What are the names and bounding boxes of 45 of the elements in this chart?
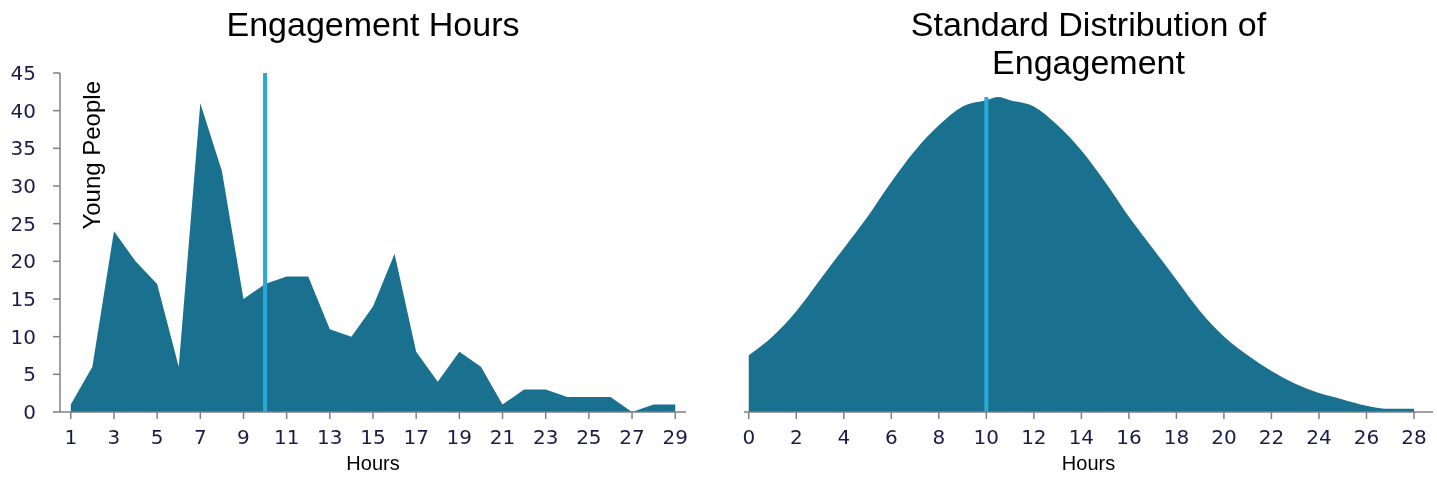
y-tick-label: 5 <box>23 362 36 387</box>
y-tick-label: 45 <box>10 61 36 85</box>
x-axis-title: Hours <box>346 452 400 474</box>
y-tick-label: 10 <box>10 324 36 349</box>
y-tick-label: 40 <box>10 98 36 123</box>
x-tick-label: 13 <box>317 425 343 449</box>
x-tick-label: 9 <box>237 425 250 449</box>
chart-title: Engagement Hours <box>226 5 520 43</box>
x-tick-label: 22 <box>1258 425 1285 449</box>
y-tick-label: 25 <box>10 211 36 236</box>
x-tick-label: 18 <box>1163 425 1190 449</box>
x-tick-label: 21 <box>489 425 516 449</box>
x-tick-label: 12 <box>1021 425 1047 449</box>
x-tick-label: 16 <box>1116 425 1142 449</box>
y-tick-label: 0 <box>23 400 36 424</box>
x-tick-label: 19 <box>446 425 473 449</box>
y-tick-label: 30 <box>10 174 36 198</box>
chart-title: Standard Distribution of Engagement <box>910 5 1267 81</box>
x-axis-title: Hours <box>1061 452 1116 474</box>
x-tick-label: 8 <box>932 425 946 449</box>
x-tick-label: 3 <box>107 425 121 449</box>
x-tick-label: 7 <box>193 425 207 449</box>
x-tick-label: 1 <box>64 425 78 449</box>
y-tick-label: 35 <box>10 136 36 161</box>
x-tick-label: 4 <box>837 425 851 449</box>
x-tick-label: 27 <box>619 425 645 449</box>
x-tick-label: 24 <box>1306 425 1332 449</box>
x-tick-label: 5 <box>150 425 164 449</box>
x-tick-label: 2 <box>789 425 803 449</box>
x-tick-label: 10 <box>973 425 1000 449</box>
x-tick-label: 15 <box>360 425 386 449</box>
y-tick-label: 20 <box>10 249 36 274</box>
y-tick-label: 15 <box>10 287 36 311</box>
x-tick-label: 17 <box>403 425 429 449</box>
x-tick-label: 26 <box>1353 425 1380 449</box>
x-tick-label: 0 <box>742 425 756 449</box>
x-tick-label: 29 <box>662 425 688 449</box>
x-tick-label: 28 <box>1401 425 1427 449</box>
x-tick-label: 11 <box>273 425 300 449</box>
x-tick-label: 23 <box>532 425 559 449</box>
x-tick-label: 6 <box>884 425 898 449</box>
x-tick-label: 14 <box>1068 425 1095 449</box>
y-axis-title: Young People <box>78 81 105 230</box>
x-tick-label: 25 <box>576 425 602 449</box>
x-tick-label: 20 <box>1211 425 1237 449</box>
